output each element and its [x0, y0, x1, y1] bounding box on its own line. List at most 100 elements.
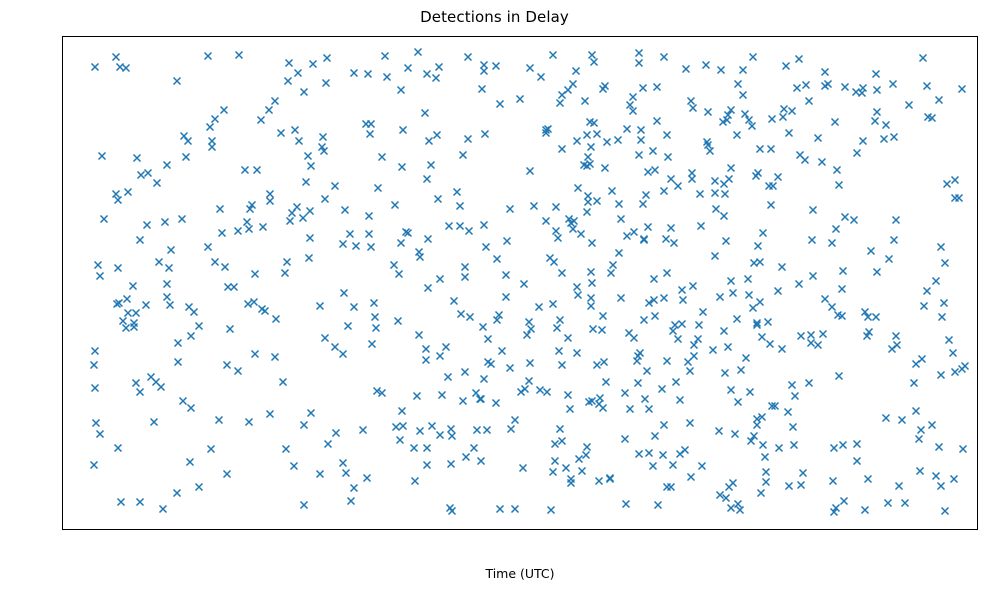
- scatter-point-marker: [587, 293, 596, 302]
- scatter-point-marker: [482, 425, 491, 434]
- scatter-point-marker: [748, 53, 757, 62]
- scatter-point-marker: [660, 420, 669, 429]
- scatter-point-marker: [650, 311, 659, 320]
- scatter-point-marker: [551, 226, 560, 235]
- scatter-point-marker: [435, 63, 444, 72]
- scatter-point-marker: [546, 253, 555, 262]
- scatter-point-marker: [696, 221, 705, 230]
- scatter-point-marker: [308, 60, 317, 69]
- scatter-point-marker: [927, 421, 936, 430]
- scatter-point-marker: [445, 504, 454, 513]
- scatter-point-marker: [589, 119, 598, 128]
- scatter-point-marker: [415, 426, 424, 435]
- scatter-point-marker: [662, 357, 671, 366]
- scatter-point-marker: [562, 463, 571, 473]
- scatter-point-marker: [735, 505, 744, 514]
- scatter-point-marker: [753, 168, 762, 178]
- scatter-point-marker: [923, 286, 932, 295]
- scatter-point-marker: [733, 398, 742, 407]
- scatter-point-marker: [340, 206, 349, 215]
- scatter-point-marker: [726, 386, 735, 395]
- scatter-point-marker: [154, 257, 163, 266]
- scatter-point-marker: [728, 288, 737, 297]
- scatter-point-marker: [573, 282, 582, 291]
- scatter-point-marker: [146, 372, 155, 381]
- scatter-point-marker: [761, 468, 770, 477]
- scatter-point-marker: [686, 472, 695, 481]
- scatter-point-marker: [557, 90, 567, 99]
- scatter-point-marker: [294, 68, 303, 77]
- scatter-point-marker: [664, 152, 673, 161]
- scatter-point-marker: [741, 353, 750, 362]
- scatter-point-marker: [377, 152, 386, 161]
- scatter-point-marker: [723, 343, 732, 352]
- scatter-point-marker: [689, 281, 698, 291]
- scatter-point-marker: [435, 274, 444, 283]
- scatter-point-marker: [345, 229, 354, 238]
- scatter-point-marker: [630, 334, 639, 343]
- scatter-point-marker: [550, 439, 559, 448]
- scatter-point-marker: [548, 51, 557, 60]
- scatter-point-marker: [179, 131, 188, 140]
- scatter-point-marker: [958, 364, 967, 373]
- scatter-point-marker: [644, 405, 653, 414]
- scatter-point-marker: [95, 430, 104, 439]
- scatter-point-marker: [834, 372, 843, 381]
- scatter-point-marker: [572, 137, 581, 146]
- scatter-point-marker: [543, 124, 552, 133]
- scatter-point-marker: [563, 86, 572, 95]
- scatter-point-marker: [215, 204, 224, 213]
- x-tick-mark: [950, 529, 951, 530]
- scatter-point-marker: [747, 436, 756, 445]
- scatter-point-marker: [347, 496, 356, 505]
- scatter-point-marker: [391, 422, 400, 431]
- scatter-point-marker: [89, 460, 98, 469]
- scatter-point-marker: [362, 119, 371, 128]
- scatter-point-marker: [791, 391, 800, 400]
- scatter-point-marker: [709, 346, 718, 355]
- scatter-point-marker: [414, 248, 423, 257]
- scatter-point-marker: [595, 399, 604, 408]
- scatter-point-marker: [165, 301, 174, 310]
- scatter-point-marker: [592, 129, 602, 138]
- scatter-point-marker: [322, 78, 331, 87]
- scatter-point-marker: [609, 260, 618, 270]
- scatter-point-marker: [758, 332, 767, 342]
- scatter-point-marker: [564, 334, 573, 343]
- scatter-point-marker: [431, 73, 440, 82]
- scatter-point-marker: [511, 415, 520, 424]
- scatter-point-marker: [295, 137, 304, 146]
- scatter-point-marker: [767, 145, 776, 154]
- scatter-point-marker: [818, 157, 827, 166]
- scatter-point-marker: [798, 468, 807, 477]
- scatter-point-marker: [173, 489, 182, 498]
- scatter-point-marker: [685, 418, 694, 427]
- scatter-point-marker: [861, 308, 870, 317]
- scatter-point-marker: [669, 327, 678, 336]
- scatter-point-marker: [331, 342, 340, 351]
- scatter-point-marker: [358, 425, 367, 434]
- scatter-point-marker: [681, 445, 690, 454]
- scatter-point-marker: [584, 192, 593, 201]
- scatter-point-marker: [496, 100, 505, 109]
- scatter-point-marker: [91, 418, 100, 427]
- scatter-point-marker: [410, 443, 419, 452]
- scatter-point-marker: [859, 137, 868, 146]
- scatter-point-marker: [705, 147, 714, 156]
- scatter-point-marker: [668, 460, 677, 469]
- scatter-point-marker: [162, 161, 171, 170]
- scatter-point-marker: [446, 425, 455, 434]
- scatter-point-marker: [879, 135, 888, 144]
- scatter-point-marker: [566, 474, 575, 484]
- scatter-point-marker: [372, 386, 381, 395]
- plot-area: 0102030405060 2025-03-18 11:10:002025-03…: [62, 36, 978, 530]
- scatter-point-marker: [208, 143, 217, 152]
- scatter-point-marker: [183, 137, 192, 146]
- scatter-point-marker: [601, 163, 610, 172]
- scatter-point-marker: [557, 144, 567, 153]
- scatter-point-marker: [166, 245, 175, 254]
- y-tick-mark: [62, 52, 63, 53]
- scatter-point-marker: [338, 459, 347, 468]
- scatter-point-marker: [912, 359, 921, 369]
- scatter-point-marker: [726, 106, 735, 115]
